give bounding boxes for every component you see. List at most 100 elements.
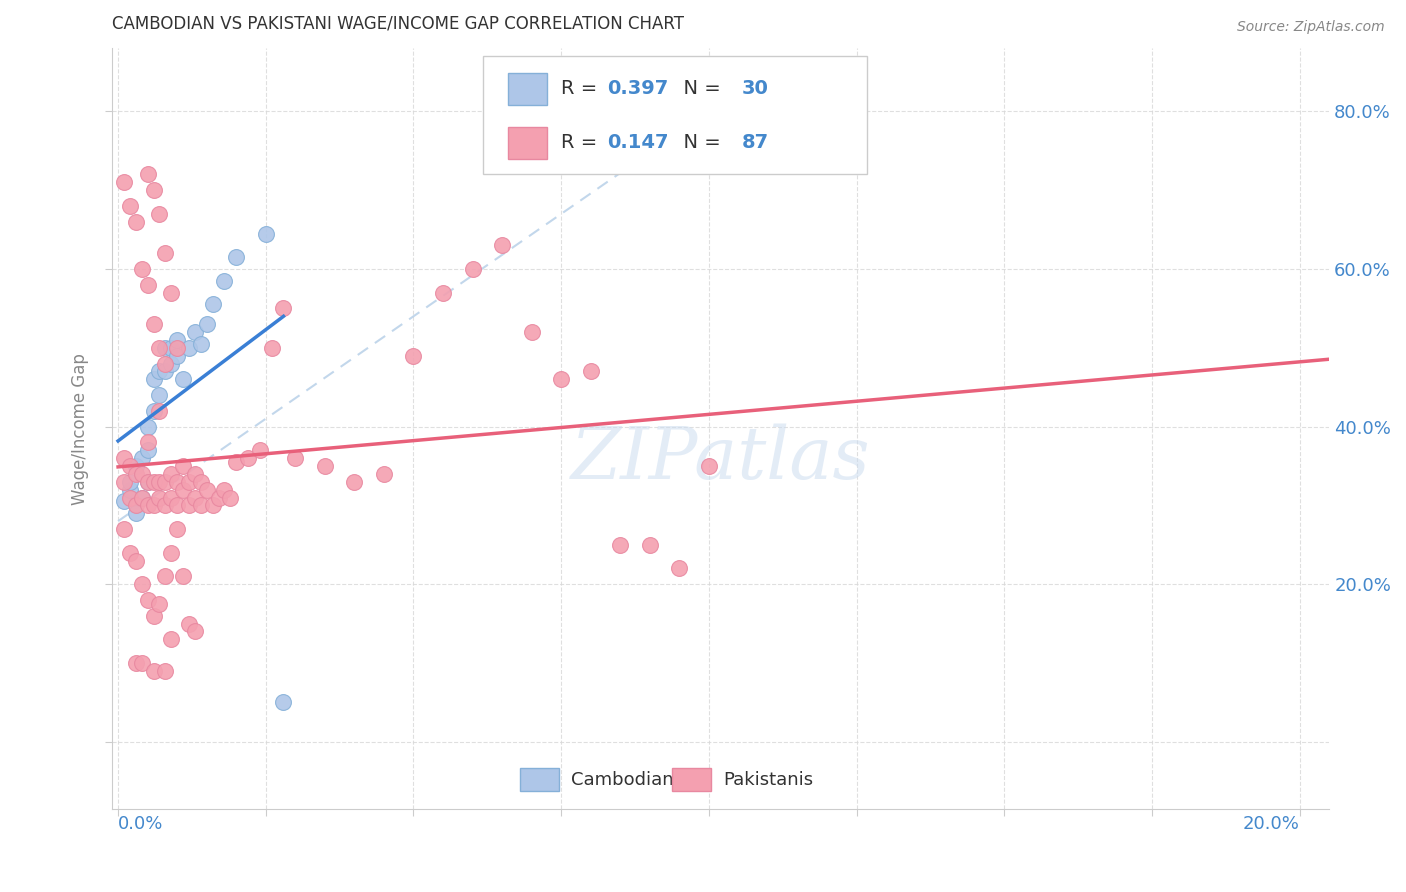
Text: N =: N =	[671, 79, 727, 98]
Point	[373, 467, 395, 481]
Point	[195, 317, 218, 331]
Text: N =: N =	[671, 133, 727, 153]
Point	[177, 341, 200, 355]
Point	[160, 632, 183, 647]
Text: 0.0%: 0.0%	[118, 815, 163, 833]
Text: 87: 87	[741, 133, 769, 153]
Point	[214, 274, 236, 288]
Point	[201, 297, 224, 311]
Point	[190, 337, 212, 351]
Point	[166, 333, 188, 347]
Point	[136, 475, 159, 489]
Point	[160, 357, 183, 371]
Point	[638, 538, 661, 552]
Point	[131, 491, 153, 505]
Text: Source: ZipAtlas.com: Source: ZipAtlas.com	[1237, 20, 1385, 34]
Point	[201, 499, 224, 513]
Point	[166, 522, 188, 536]
Point	[579, 364, 602, 378]
Point	[142, 317, 165, 331]
Point	[177, 475, 200, 489]
Point	[118, 475, 141, 489]
Point	[260, 341, 283, 355]
Point	[160, 285, 183, 300]
Text: 0.397: 0.397	[607, 79, 669, 98]
Point	[131, 451, 153, 466]
Point	[155, 499, 177, 513]
Y-axis label: Wage/Income Gap: Wage/Income Gap	[72, 352, 89, 505]
Text: R =: R =	[561, 133, 603, 153]
Text: 0.147: 0.147	[607, 133, 669, 153]
Point	[136, 419, 159, 434]
FancyBboxPatch shape	[484, 56, 866, 174]
Point	[148, 341, 170, 355]
Point	[148, 475, 170, 489]
Point	[112, 175, 135, 189]
Text: Cambodians: Cambodians	[571, 771, 683, 789]
Point	[131, 577, 153, 591]
Point	[112, 494, 135, 508]
Point	[184, 624, 207, 639]
Point	[131, 262, 153, 277]
Point	[343, 475, 366, 489]
Point	[254, 227, 277, 241]
Point	[136, 435, 159, 450]
Point	[219, 491, 242, 505]
Point	[155, 664, 177, 678]
Text: 30: 30	[741, 79, 768, 98]
Point	[609, 538, 631, 552]
Point	[432, 285, 454, 300]
Point	[195, 483, 218, 497]
Point	[148, 364, 170, 378]
Point	[273, 301, 295, 316]
Point	[160, 491, 183, 505]
Point	[142, 664, 165, 678]
Point	[118, 483, 141, 497]
Point	[550, 372, 572, 386]
Point	[155, 569, 177, 583]
Point	[155, 357, 177, 371]
Point	[125, 506, 148, 520]
Point	[142, 475, 165, 489]
Point	[190, 499, 212, 513]
Point	[142, 499, 165, 513]
Point	[142, 372, 165, 386]
Point	[166, 475, 188, 489]
Point	[131, 491, 153, 505]
Point	[136, 443, 159, 458]
Point	[118, 546, 141, 560]
Point	[172, 569, 194, 583]
Point	[125, 467, 148, 481]
Point	[520, 325, 543, 339]
Point	[160, 546, 183, 560]
Point	[125, 499, 148, 513]
Point	[112, 475, 135, 489]
Point	[177, 616, 200, 631]
Point	[155, 364, 177, 378]
Point	[172, 372, 194, 386]
Point	[136, 499, 159, 513]
Point	[273, 695, 295, 709]
Point	[118, 458, 141, 473]
Point	[461, 262, 484, 277]
Point	[131, 467, 153, 481]
Point	[166, 341, 188, 355]
Text: Pakistanis: Pakistanis	[723, 771, 813, 789]
Point	[184, 491, 207, 505]
Point	[148, 597, 170, 611]
Point	[402, 349, 425, 363]
Point	[166, 349, 188, 363]
Point	[668, 561, 690, 575]
Text: CAMBODIAN VS PAKISTANI WAGE/INCOME GAP CORRELATION CHART: CAMBODIAN VS PAKISTANI WAGE/INCOME GAP C…	[112, 15, 685, 33]
Point	[131, 656, 153, 670]
Point	[214, 483, 236, 497]
Point	[172, 483, 194, 497]
FancyBboxPatch shape	[672, 768, 711, 791]
Point	[225, 250, 247, 264]
Text: R =: R =	[561, 79, 603, 98]
Point	[148, 404, 170, 418]
FancyBboxPatch shape	[520, 768, 558, 791]
Point	[112, 451, 135, 466]
Point	[190, 475, 212, 489]
Point	[118, 199, 141, 213]
